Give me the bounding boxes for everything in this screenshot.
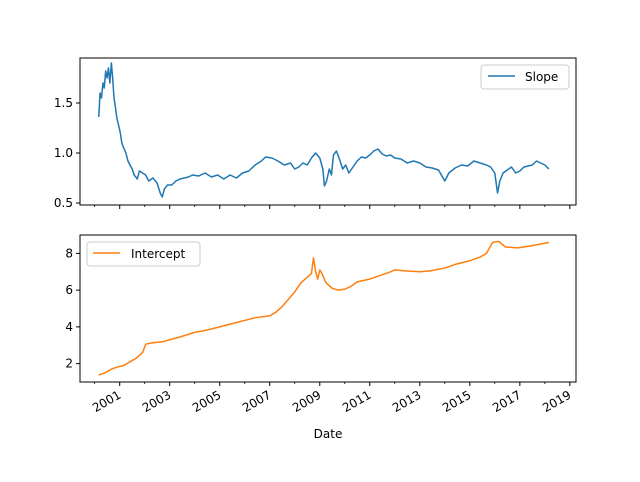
top-y-tick-label: 0.5 bbox=[54, 196, 73, 210]
top-legend-label: Slope bbox=[525, 70, 558, 84]
top-y-tick-label: 1.0 bbox=[54, 146, 73, 160]
bottom-y-tick-label: 2 bbox=[65, 357, 73, 371]
bottom-axes-frame bbox=[79, 234, 577, 383]
top-series-line-slope bbox=[98, 62, 550, 198]
top-legend: Slope bbox=[480, 64, 570, 90]
top-y-tick-label: 1.5 bbox=[54, 96, 73, 110]
top-x-ticks bbox=[94, 205, 571, 209]
bottom-y-tick-label: 6 bbox=[65, 283, 73, 297]
top-panel: 0.5 1.0 1.5 Slope bbox=[54, 57, 577, 210]
bottom-legend-label: Intercept bbox=[131, 247, 186, 261]
x-axis-label: Date bbox=[314, 427, 343, 441]
bottom-line-layer bbox=[98, 240, 550, 376]
top-legend-box bbox=[480, 64, 570, 90]
bottom-series-line-intercept bbox=[98, 240, 550, 376]
bottom-legend-box bbox=[86, 241, 201, 267]
bottom-legend: Intercept bbox=[86, 241, 201, 267]
top-y-ticks: 0.5 1.0 1.5 bbox=[54, 96, 80, 210]
bottom-y-tick-label: 8 bbox=[65, 246, 73, 260]
top-line-layer bbox=[98, 62, 550, 198]
bottom-y-ticks: 2 4 6 8 bbox=[65, 246, 80, 371]
bottom-y-tick-label: 4 bbox=[65, 320, 73, 334]
top-axes-frame bbox=[79, 57, 577, 206]
